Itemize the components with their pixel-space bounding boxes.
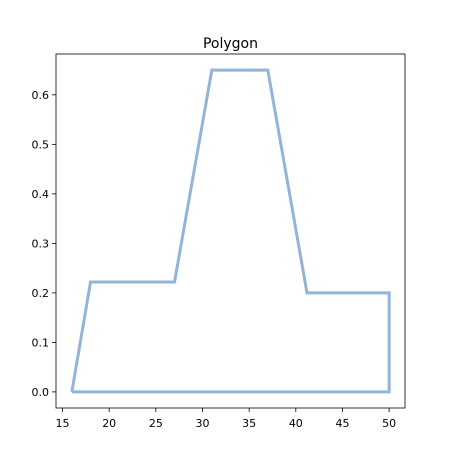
plot-area [70,68,391,394]
y-tick-label-4: 0.4 [32,188,50,201]
y-tick-label-1: 0.1 [32,336,50,349]
series-line-0 [70,68,391,394]
x-tick-label-0: 15 [56,417,70,430]
y-tick-label-2: 0.2 [32,287,50,300]
axes-frame [55,53,406,409]
chart-title: Polygon [203,36,258,52]
y-axis: 0.0 0.1 0.2 0.3 0.4 0.5 0.6 [32,89,56,399]
y-tick-label-0: 0.0 [32,386,50,399]
y-tick-label-5: 0.5 [32,138,50,151]
x-tick-label-3: 30 [196,417,210,430]
x-tick-label-2: 25 [149,417,163,430]
x-tick-label-5: 40 [289,417,303,430]
y-tick-label-6: 0.6 [32,89,50,102]
y-tick-label-3: 0.3 [32,237,50,250]
x-tick-label-6: 45 [335,417,349,430]
x-tick-label-4: 35 [242,417,256,430]
x-tick-label-7: 50 [382,417,396,430]
x-tick-label-1: 20 [102,417,116,430]
x-axis: 15 20 25 30 35 40 45 50 [56,408,396,430]
